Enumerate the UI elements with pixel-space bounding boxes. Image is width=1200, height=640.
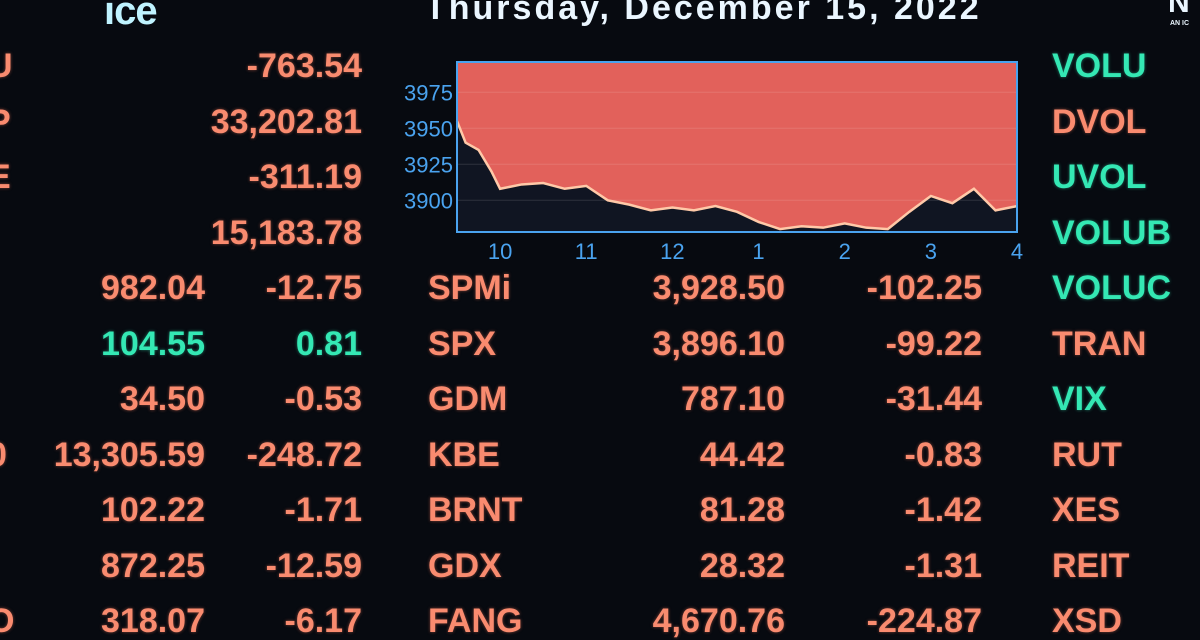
symbol: VOLU — [1052, 47, 1147, 85]
symbol: GDM — [428, 380, 508, 418]
x-tick-label: 1 — [752, 239, 764, 264]
symbol: GDX — [428, 546, 502, 585]
net-change: -6.17 — [284, 602, 363, 640]
symbol: SPX — [428, 324, 497, 363]
symbol: FANG — [428, 602, 523, 640]
symbol: SPMi — [428, 269, 512, 307]
last-price: 3,928.50 — [652, 269, 785, 307]
value: 33,202.81 — [210, 102, 362, 141]
y-tick-label: 3900 — [404, 188, 453, 213]
symbol: REIT — [1052, 546, 1130, 585]
x-tick-label: 4 — [1011, 239, 1023, 264]
last-price: 872.25 — [101, 546, 205, 585]
last-price: 3,896.10 — [652, 324, 785, 363]
last-price: 13,305.59 — [53, 435, 205, 474]
value: -311.19 — [248, 158, 362, 196]
net-change: -1.71 — [284, 491, 363, 529]
net-change: -248.72 — [246, 435, 362, 474]
last-price: 982.04 — [101, 269, 205, 307]
row-label: O — [0, 602, 15, 640]
ice-logo: ice — [104, 0, 158, 33]
last-price: 4,670.76 — [652, 602, 785, 640]
symbol: TRAN — [1052, 324, 1147, 363]
last-price: 44.42 — [699, 435, 785, 474]
net-change: -0.53 — [284, 380, 363, 418]
brand-subtitle: AN IC — [1170, 20, 1190, 27]
x-tick-label: 12 — [660, 239, 684, 264]
net-change: -1.42 — [904, 491, 983, 529]
row-label: E — [0, 159, 11, 195]
symbol: XSD — [1052, 602, 1122, 640]
last-price: 34.50 — [119, 380, 205, 418]
price-line — [455, 120, 1018, 231]
symbol: VIX — [1052, 380, 1107, 418]
symbol: XES — [1052, 491, 1121, 529]
symbol: DVOL — [1052, 102, 1147, 141]
plot-border — [456, 61, 1018, 233]
net-change: -102.25 — [866, 269, 982, 307]
net-change: -0.83 — [904, 435, 983, 474]
x-tick-label: 2 — [839, 239, 851, 264]
symbol: RUT — [1052, 435, 1122, 474]
x-tick-label: 10 — [488, 239, 512, 264]
symbol: KBE — [428, 435, 500, 474]
x-tick-label: 3 — [925, 239, 937, 264]
net-change: -224.87 — [866, 602, 982, 640]
symbol: VOLUC — [1052, 269, 1171, 307]
net-change: 0.81 — [295, 324, 362, 363]
symbol: VOLUB — [1052, 213, 1171, 252]
value: -763.54 — [246, 47, 362, 85]
y-tick-label: 3950 — [404, 116, 453, 141]
last-price: 104.55 — [101, 324, 205, 363]
y-tick-label: 3925 — [404, 152, 453, 177]
date-title: Thursday, December 15, 2022 — [425, 0, 982, 27]
value: 15,183.78 — [210, 213, 362, 252]
brand-logo: N — [1168, 0, 1190, 19]
net-change: -1.31 — [904, 546, 983, 585]
row-label: P — [0, 104, 11, 140]
last-price: 102.22 — [101, 491, 205, 529]
last-price: 787.10 — [681, 380, 785, 418]
x-tick-label: 11 — [575, 239, 598, 264]
row-label: 0 — [0, 437, 7, 473]
net-change: -99.22 — [885, 324, 982, 363]
symbol: BRNT — [428, 491, 523, 529]
area-fill — [457, 62, 1017, 230]
net-change: -12.75 — [265, 269, 362, 307]
net-change: -31.44 — [885, 380, 982, 418]
net-change: -12.59 — [265, 546, 362, 585]
symbol: UVOL — [1052, 158, 1147, 196]
last-price: 81.28 — [699, 491, 785, 529]
last-price: 28.32 — [699, 546, 785, 585]
last-price: 318.07 — [101, 602, 205, 640]
y-tick-label: 3975 — [404, 80, 453, 105]
row-label: U — [0, 47, 13, 85]
